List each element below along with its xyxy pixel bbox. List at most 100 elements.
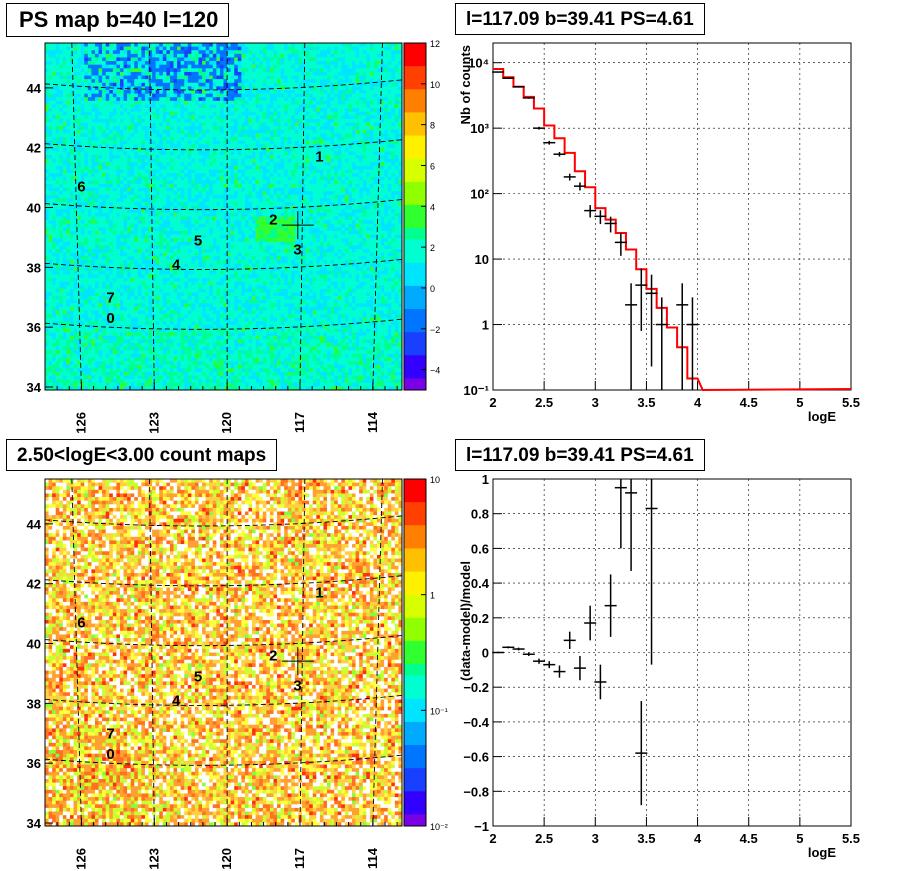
- residual-y-tick-label: 0.2: [471, 611, 489, 626]
- spectrum-panel: 2 2.5 3 3.5 4 4.5 5 5.5 10⁴ 10³ 10² 10 1 10⁻¹ logE Nb o…: [458, 42, 860, 424]
- ps-x-tick-label: 120: [219, 412, 234, 434]
- cnt-source-label: 6: [77, 615, 85, 632]
- cnt-y-tick-label: 40: [27, 637, 41, 652]
- ps-x-tick-label: 126: [73, 412, 88, 434]
- spectrum-y-tick-label: 10⁻¹: [463, 383, 489, 398]
- cnt-colorbar-tick-label: 1: [430, 591, 435, 601]
- residual-y-tick-label: 0.6: [471, 541, 489, 556]
- ps-source-label: 5: [194, 232, 202, 249]
- residual-y-axis-label: (data-model)/model: [458, 561, 473, 681]
- ps-y-tick-label: 34: [27, 380, 42, 395]
- spectrum-model-line: [493, 68, 852, 392]
- ps-source-label: 0: [106, 310, 114, 327]
- residual-y-tick-label: 0.8: [471, 507, 489, 522]
- residual-x-tick-label: 4.5: [740, 831, 758, 846]
- residual-y-tick-label: −0.8: [463, 784, 489, 799]
- cnt-colorbar-tick-label: 10: [430, 475, 440, 485]
- ps-y-tick-label: 42: [27, 141, 41, 156]
- ps-grid-longitude: [149, 42, 155, 391]
- cnt-source-label: 5: [194, 668, 202, 685]
- ps-source-label: 7: [106, 289, 114, 306]
- ps-colorbar-tick-label: 4: [430, 202, 435, 212]
- ps-x-tick-label: 114: [365, 411, 380, 433]
- spectrum-x-tick-label: 5.5: [842, 395, 860, 410]
- ps-source-label: 2: [269, 211, 277, 228]
- cnt-source-label: 0: [106, 746, 114, 763]
- spectrum-x-axis-label: logE: [808, 409, 836, 424]
- cnt-colorbar-tick-label: 10⁻¹: [430, 706, 448, 716]
- residual-y-tick-label: 1: [482, 472, 489, 487]
- ps-heatmap-cells: [45, 43, 403, 391]
- spectrum-x-tick-label: 5: [796, 395, 803, 410]
- ps-colorbar-tick-label: 10: [430, 80, 440, 90]
- spectrum-y-tick-label: 10²: [470, 187, 489, 202]
- residual-y-tick-label: 0: [482, 646, 489, 661]
- residual-x-tick-label: 5: [796, 831, 803, 846]
- residual-x-tick-label: 3.5: [637, 831, 655, 846]
- spectrum-y-axis-label: Nb of counts: [458, 45, 473, 124]
- cnt-grid-longitude: [299, 478, 306, 827]
- residual-grid: [493, 479, 851, 826]
- cnt-source-label: 3: [293, 677, 301, 694]
- cnt-heatmap-cells: [45, 479, 403, 827]
- spectrum-x-tick-label: 3: [592, 395, 599, 410]
- ps-grid-longitude: [71, 42, 82, 391]
- ps-colorbar-tick-label: 12: [430, 39, 440, 49]
- ps-grid-latitude: [44, 79, 403, 91]
- spectrum-y-tick-label: 10: [475, 252, 489, 267]
- spectrum-x-tick-label: 4: [694, 395, 702, 410]
- spectrum-x-tick-label: 2.5: [535, 395, 553, 410]
- ps-grid-longitude: [299, 42, 306, 391]
- spectrum-frame: [492, 42, 852, 391]
- ps-source-label: 3: [293, 241, 301, 258]
- residual-x-tick-label: 5.5: [842, 831, 860, 846]
- cnt-y-tick-label: 38: [27, 696, 41, 711]
- ps-source-label: 4: [172, 256, 181, 273]
- ps-grid-latitude: [44, 318, 403, 330]
- cnt-coordinate-grid: [44, 478, 403, 827]
- ps-colorbar-frame: [403, 42, 427, 391]
- cnt-colorbar-frame: [403, 478, 427, 827]
- ps-source-label: 6: [77, 179, 85, 196]
- cnt-source-label: 4: [172, 692, 181, 709]
- spectrum-grid: [493, 43, 851, 390]
- ps-colorbar-tick-label: −4: [430, 366, 440, 376]
- cnt-grid-latitude: [44, 575, 403, 587]
- ps-y-tick-label: 40: [27, 201, 41, 216]
- ps-x-tick-label: 123: [146, 412, 161, 434]
- spectrum-y-tick-label: 1: [482, 318, 489, 333]
- residual-y-tick-label: −0.6: [463, 750, 489, 765]
- ps-colorbar: 12 10 8 6 4 2 0 −2 −4: [403, 39, 440, 391]
- cnt-source-label: 7: [106, 725, 114, 742]
- residual-y-tick-label: 0.4: [471, 576, 490, 591]
- cnt-x-tick-label: 126: [73, 848, 88, 870]
- ps-y-tick-label: 38: [27, 260, 41, 275]
- cnt-x-tick-label: 123: [146, 848, 161, 870]
- cnt-grid-latitude: [44, 635, 403, 647]
- cnt-y-tick-label: 42: [27, 577, 41, 592]
- spectrum-title: l=117.09 b=39.41 PS=4.61: [455, 3, 705, 35]
- ps-map-frame: [44, 42, 403, 391]
- spectrum-y-tick-label: 10³: [470, 121, 489, 136]
- residual-x-tick-label: 2.5: [535, 831, 553, 846]
- residual-y-tick-label: −0.2: [463, 680, 489, 695]
- ps-y-tick-label: 36: [27, 320, 41, 335]
- ps-map-title: PS map b=40 l=120: [6, 3, 230, 37]
- ps-grid-latitude: [44, 199, 403, 211]
- cnt-source-label: 2: [269, 647, 277, 664]
- residual-x-axis-label: logE: [808, 845, 836, 860]
- residual-y-tick-label: −1: [474, 819, 489, 834]
- cnt-x-tick-label: 120: [219, 848, 234, 870]
- cnt-colorbar: 10 1 10⁻¹ 10⁻²: [403, 475, 448, 832]
- cnt-grid-latitude: [44, 515, 403, 527]
- cnt-y-tick-label: 34: [27, 816, 42, 831]
- residual-x-tick-label: 3: [592, 831, 599, 846]
- ps-colorbar-tick-label: 6: [430, 161, 435, 171]
- residual-panel: 2 2.5 3 3.5 4 4.5 5 5.5 1 0.8 0.6 0.4 0.2 0 −0.2 −0.4 −0…: [458, 472, 860, 860]
- cnt-source-label: 1: [315, 585, 323, 602]
- spectrum-x-tick-label: 3.5: [637, 395, 655, 410]
- residual-x-tick-label: 2: [489, 831, 496, 846]
